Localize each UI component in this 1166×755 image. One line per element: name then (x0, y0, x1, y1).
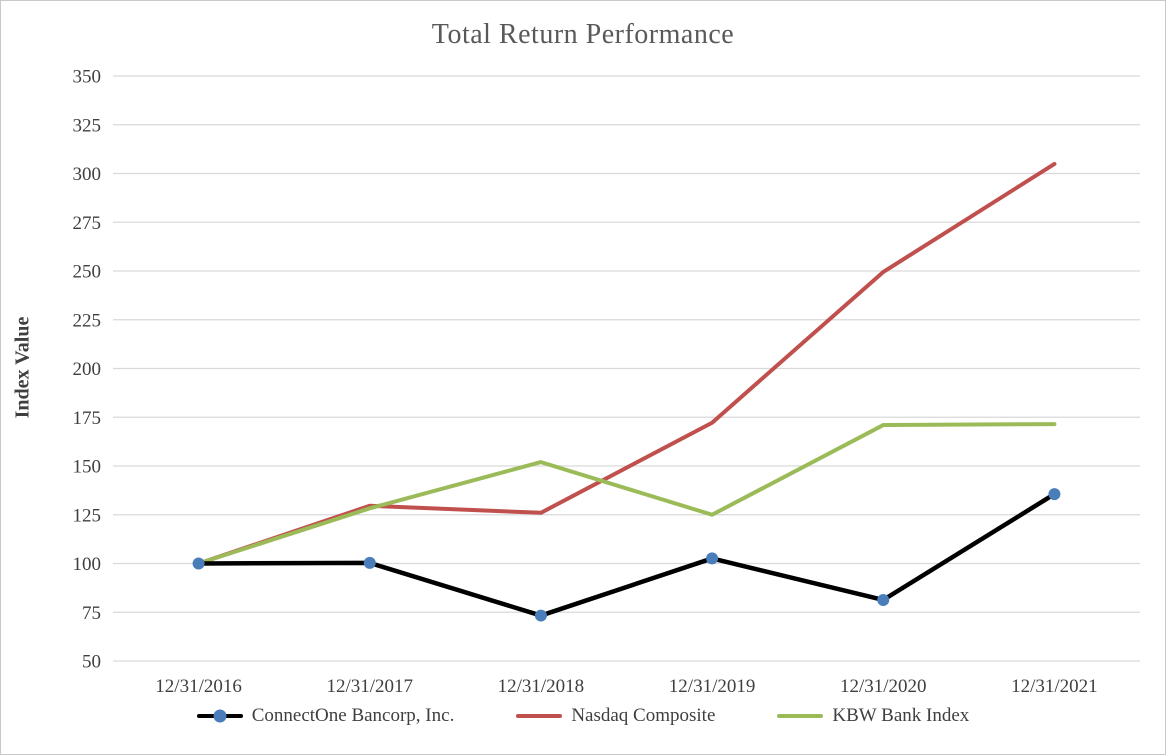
legend-marker-kbw-bank-index (777, 714, 824, 718)
y-tick-label: 250 (73, 262, 102, 283)
data-point-marker (1048, 488, 1061, 501)
performance-line-chart: 50 75 100 125 150 175 200 225 250 275 300 325 350 12/… (73, 67, 1140, 697)
y-tick-label: 225 (73, 310, 102, 331)
y-tick-label: 50 (82, 652, 101, 673)
y-tick-label: 350 (73, 67, 102, 88)
data-point-marker (877, 593, 890, 606)
series-line-kbw-bank-index (196, 422, 1057, 566)
y-tick-label: 150 (73, 457, 102, 478)
y-tick-label: 125 (73, 505, 102, 526)
y-tick-label: 75 (82, 603, 101, 624)
data-point-marker (363, 556, 376, 569)
legend-item-nasdaq-composite: Nasdaq Composite (516, 705, 715, 727)
y-tick-label: 100 (73, 554, 102, 575)
chart-legend: ConnectOne Bancorp, Inc. Nasdaq Composite… (1, 705, 1165, 727)
legend-marker-nasdaq-composite (516, 714, 563, 718)
legend-item-connectone-bancorp-inc: ConnectOne Bancorp, Inc. (196, 705, 455, 727)
legend-label-connectone-bancorp-inc: ConnectOne Bancorp, Inc. (251, 705, 455, 726)
x-axis-label: 12/31/2016 (155, 676, 242, 697)
legend-item-kbw-bank-index: KBW Bank Index (777, 705, 969, 727)
legend-marker-dot (213, 709, 227, 723)
y-tick-label: 200 (73, 359, 102, 380)
data-point-marker (192, 557, 205, 570)
x-axis-label: 12/31/2020 (840, 676, 927, 697)
y-tick-label: 325 (73, 115, 102, 136)
data-point-marker (534, 609, 547, 622)
chart-title: Total Return Performance (431, 19, 735, 50)
series-line-nasdaq-composite (196, 161, 1057, 566)
x-axis-label: 12/31/2019 (669, 676, 756, 697)
legend-label-nasdaq-composite: Nasdaq Composite (571, 705, 716, 726)
x-axis-label: 12/31/2017 (326, 676, 413, 697)
legend-label-kbw-bank-index: KBW Bank Index (832, 705, 970, 726)
y-tick-label: 175 (73, 408, 102, 429)
data-point-marker (706, 552, 719, 565)
x-axis-label: 12/31/2018 (498, 676, 585, 697)
legend-marker-connectone-bancorp-inc (196, 709, 243, 723)
series-line-connectone-bancorp-inc (196, 491, 1057, 618)
y-tick-label: 300 (73, 164, 102, 185)
x-axis-label: 12/31/2021 (1011, 676, 1098, 697)
y-tick-label: 275 (73, 213, 102, 234)
